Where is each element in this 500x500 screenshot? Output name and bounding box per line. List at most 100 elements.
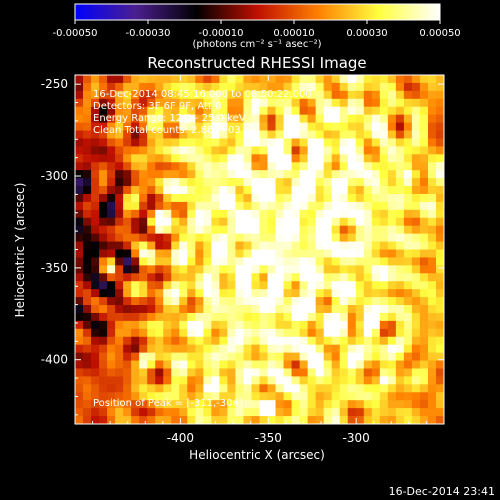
heatmap-cell: [339, 241, 349, 250]
heatmap-cell: [107, 154, 116, 163]
heatmap-cell: [147, 217, 156, 227]
heatmap-cell: [219, 416, 228, 424]
heatmap-cell: [155, 336, 164, 346]
heatmap-cell: [283, 193, 292, 203]
heatmap-cell: [171, 297, 180, 306]
heatmap-cell: [123, 82, 132, 92]
heatmap-cell: [115, 201, 124, 211]
heatmap-cell: [435, 384, 444, 393]
heatmap-cell: [227, 114, 236, 123]
heatmap-cell: [147, 82, 156, 92]
heatmap-cell: [411, 178, 421, 187]
heatmap-cell: [307, 75, 317, 84]
heatmap-cell: [363, 289, 373, 298]
heatmap-cell: [411, 186, 421, 195]
heatmap-cell: [219, 241, 228, 250]
heatmap-cell: [339, 178, 349, 187]
heatmap-cell: [411, 201, 421, 211]
heatmap-cell: [259, 122, 268, 131]
heatmap-cell: [379, 233, 389, 242]
heatmap-cell: [139, 98, 148, 108]
heatmap-cell: [267, 75, 276, 84]
heatmap-cell: [83, 201, 92, 211]
heatmap-cell: [379, 376, 389, 385]
heatmap-cell: [339, 336, 349, 346]
heatmap-cell: [211, 241, 220, 250]
heatmap-cell: [395, 146, 405, 155]
heatmap-cell: [259, 297, 268, 306]
heatmap-cell: [187, 416, 196, 424]
heatmap-cell: [163, 320, 172, 330]
heatmap-cell: [323, 82, 333, 92]
heatmap-cell: [427, 193, 437, 203]
heatmap-cell: [387, 201, 397, 211]
heatmap-cell: [75, 90, 84, 100]
heatmap-cell: [131, 98, 140, 108]
heatmap-cell: [203, 193, 212, 203]
heatmap-cell: [387, 225, 397, 235]
heatmap-cell: [155, 90, 164, 100]
heatmap-cell: [379, 201, 389, 211]
heatmap-cell: [123, 265, 132, 274]
heatmap-cell: [243, 170, 252, 179]
heatmap-cell: [419, 193, 429, 203]
heatmap-cell: [299, 352, 309, 361]
heatmap-cell: [179, 312, 188, 322]
heatmap-cell: [171, 265, 180, 274]
heatmap-cell: [419, 209, 429, 219]
heatmap-cell: [99, 273, 108, 282]
heatmap-cell: [419, 312, 429, 322]
heatmap-cell: [251, 257, 260, 266]
heatmap-cell: [323, 376, 333, 385]
heatmap-cell: [419, 408, 429, 417]
heatmap-cell: [379, 305, 389, 314]
heatmap-cell: [123, 233, 132, 242]
heatmap-cell: [371, 193, 381, 203]
heatmap-cell: [331, 154, 341, 163]
heatmap-cell: [291, 305, 301, 314]
heatmap-cell: [315, 265, 325, 274]
heatmap-cell: [331, 360, 341, 369]
heatmap-cell: [139, 90, 148, 100]
heatmap-cell: [195, 416, 204, 424]
heatmap-cell: [251, 336, 260, 346]
heatmap-cell: [243, 312, 252, 322]
heatmap-cell: [331, 186, 341, 195]
heatmap-cell: [427, 328, 437, 338]
heatmap-cell: [283, 320, 292, 330]
heatmap-cell: [355, 400, 365, 409]
heatmap-cell: [123, 225, 132, 235]
heatmap-cell: [363, 344, 373, 354]
heatmap-cell: [203, 201, 212, 211]
heatmap-cell: [387, 273, 397, 282]
heatmap-cell: [427, 122, 437, 131]
heatmap-cell: [195, 360, 204, 369]
heatmap-cell: [315, 201, 325, 211]
heatmap-cell: [251, 273, 260, 282]
heatmap-cell: [283, 225, 292, 235]
heatmap-cell: [211, 225, 220, 235]
heatmap-cell: [251, 178, 260, 187]
heatmap-cell: [235, 249, 244, 258]
heatmap-cell: [219, 368, 228, 377]
heatmap-cell: [83, 75, 92, 84]
heatmap-cell: [299, 201, 309, 211]
heatmap-cell: [267, 90, 276, 100]
heatmap-cell: [195, 233, 204, 242]
heatmap-cell: [115, 233, 124, 242]
heatmap-cell: [195, 320, 204, 330]
heatmap-cell: [403, 90, 413, 100]
heatmap-cell: [299, 305, 309, 314]
heatmap-cell: [419, 416, 429, 424]
heatmap-cell: [155, 98, 164, 108]
heatmap-cell: [115, 154, 124, 163]
heatmap-cell: [187, 360, 196, 369]
heatmap-cell: [323, 114, 333, 123]
heatmap-cell: [235, 225, 244, 235]
heatmap-cell: [219, 400, 228, 409]
heatmap-cell: [243, 408, 252, 417]
heatmap-cell: [355, 384, 365, 393]
heatmap-cell: [91, 249, 100, 258]
heatmap-cell: [211, 392, 220, 401]
heatmap-cell: [131, 273, 140, 282]
